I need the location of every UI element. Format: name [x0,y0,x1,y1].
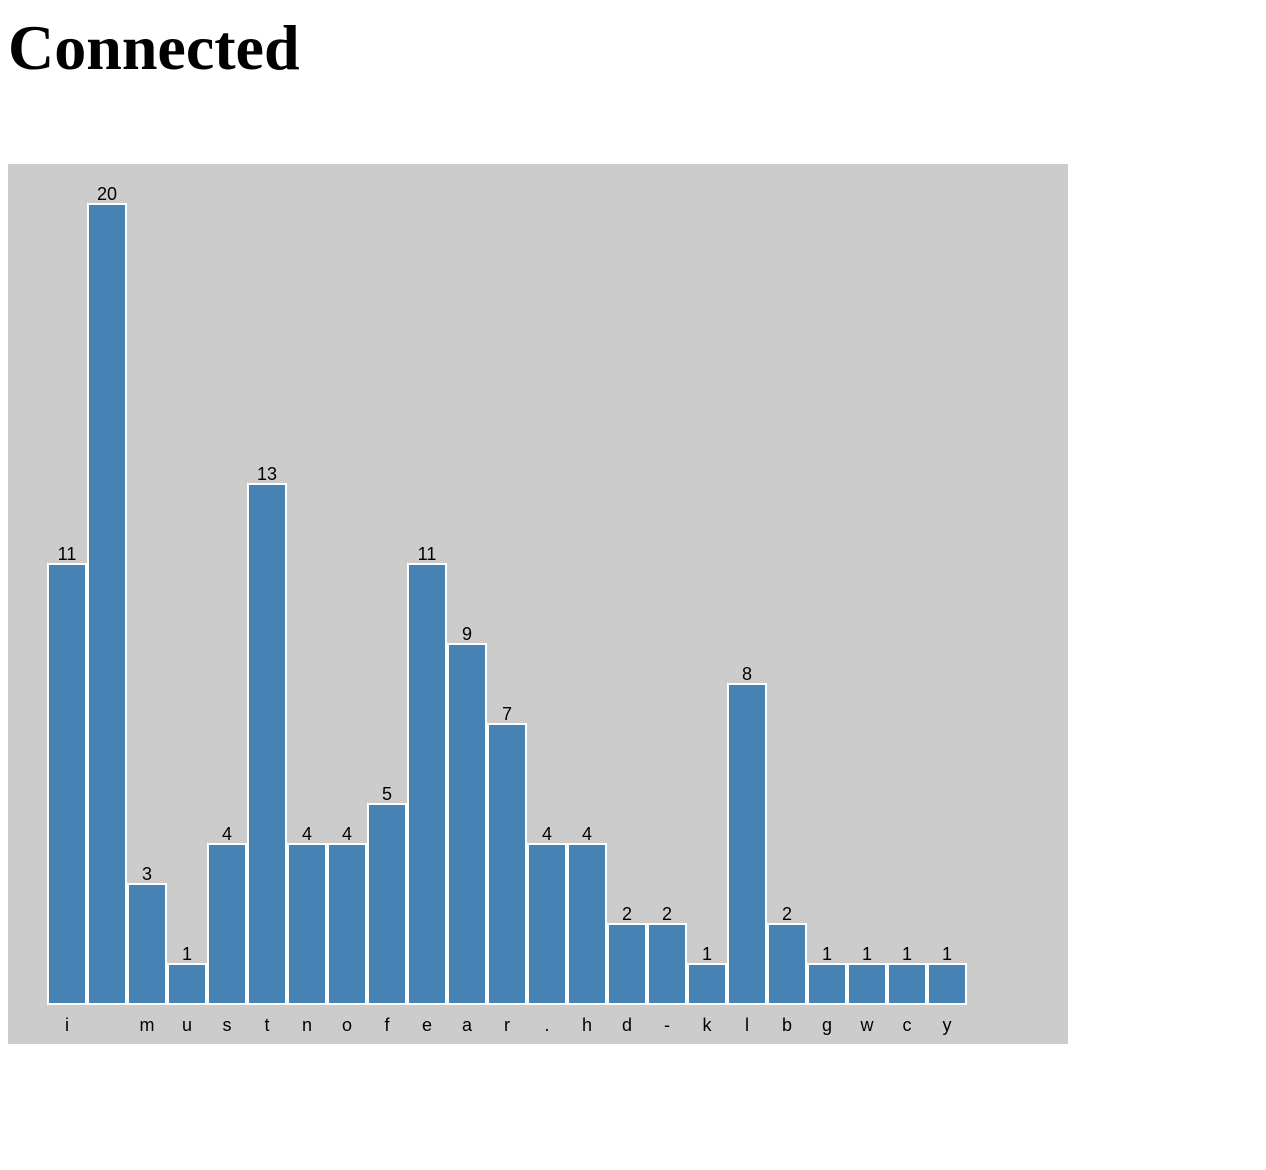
bar-value-label: 4 [582,824,592,844]
bar-value-label: 2 [782,904,792,924]
x-tick-label: d [622,1015,632,1035]
bar [287,843,327,1005]
x-tick-label: i [65,1015,69,1035]
x-tick-label: - [664,1015,670,1035]
bar [407,563,447,1005]
x-tick-label: u [182,1015,192,1035]
bar-value-label: 1 [862,944,872,964]
bar [727,683,767,1005]
x-tick-label: y [943,1015,952,1035]
bar-value-label: 1 [702,944,712,964]
bar-value-label: 7 [502,704,512,724]
bar-value-label: 20 [97,184,117,204]
x-tick-label: c [903,1015,912,1035]
x-tick-label: g [822,1015,832,1035]
bar-value-label: 1 [822,944,832,964]
x-tick-label: b [782,1015,792,1035]
bar-value-label: 1 [182,944,192,964]
bar [647,923,687,1005]
bar [47,563,87,1005]
x-tick-label: f [384,1015,390,1035]
x-tick-label: h [582,1015,592,1035]
bars-group [47,203,967,1005]
bar-value-label: 5 [382,784,392,804]
bar-value-label: 2 [662,904,672,924]
bar [887,963,927,1005]
bar [207,843,247,1005]
bar [607,923,647,1005]
bar-value-label: 1 [902,944,912,964]
bar-value-label: 13 [257,464,277,484]
bar [127,883,167,1005]
x-tick-label: . [544,1015,549,1035]
page-title: Connected [8,12,300,83]
x-tick-label: s [223,1015,232,1035]
x-tick-label: a [462,1015,473,1035]
bar-value-label: 1 [942,944,952,964]
bar [487,723,527,1005]
bar-value-label: 4 [222,824,232,844]
bar [87,203,127,1005]
x-tick-labels-group: i m u s t n o f e a r. h d - k l b g w c y [65,1015,952,1035]
bar-value-label: 4 [342,824,352,844]
bar [807,963,847,1005]
bar-value-label: 2 [622,904,632,924]
bar-value-label: 3 [142,864,152,884]
bar-value-label: 11 [58,544,77,564]
bar [247,483,287,1005]
x-tick-label: r [504,1015,510,1035]
x-tick-label: e [422,1015,432,1035]
x-tick-label: o [342,1015,352,1035]
x-tick-label: t [264,1015,269,1035]
bar-value-label: 11 [418,544,437,564]
bar [447,643,487,1005]
x-tick-label: w [860,1015,875,1035]
x-tick-label: k [703,1015,713,1035]
x-tick-label: n [302,1015,312,1035]
bar [327,843,367,1005]
bar [927,963,967,1005]
bar [767,923,807,1005]
bar [687,963,727,1005]
bar-value-label: 4 [302,824,312,844]
bar [847,963,887,1005]
bar-value-label: 8 [742,664,752,684]
bar [567,843,607,1005]
x-tick-label: l [745,1015,749,1035]
bar-value-label: 9 [462,624,472,644]
bar [527,843,567,1005]
x-tick-label: m [140,1015,155,1035]
bar [167,963,207,1005]
bar [367,803,407,1005]
bar-value-label: 4 [542,824,552,844]
